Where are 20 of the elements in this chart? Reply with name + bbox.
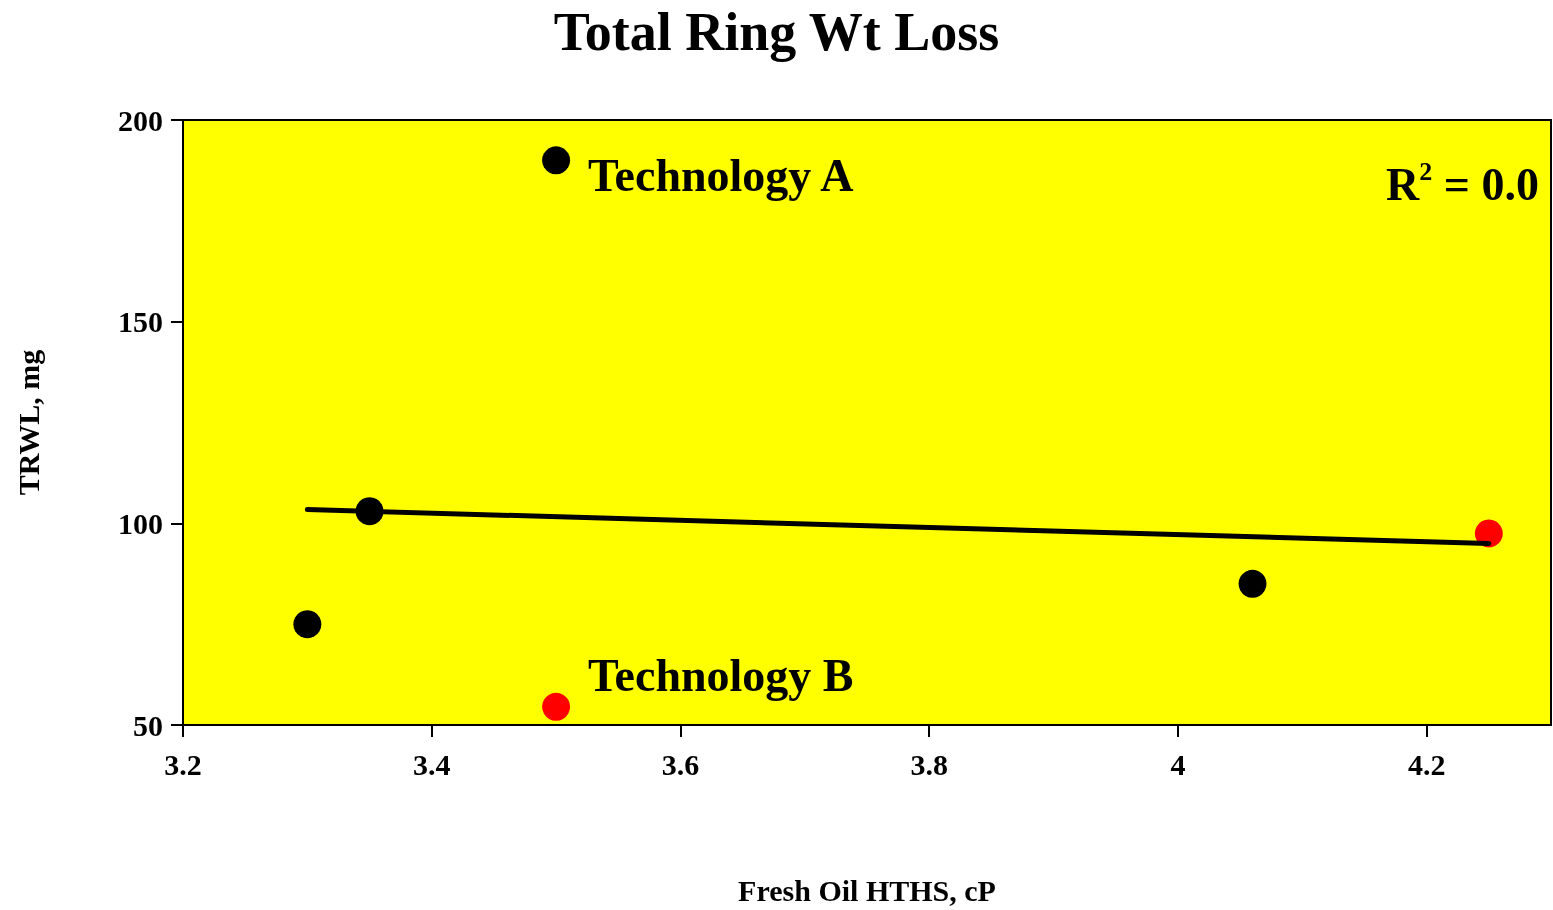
chart-title: Total Ring Wt Loss [553,2,1000,62]
point [1474,519,1503,548]
y-tick-label: 150 [118,305,163,339]
x-axis-title: Fresh Oil HTHS, cP [738,873,996,907]
annotation: Technology A [588,149,854,201]
x-tick-label: 3.4 [412,747,451,781]
y-tick-label: 100 [118,506,163,540]
y-tick-label: 200 [118,103,163,137]
x-tick-label: 3.8 [910,747,948,781]
point [293,610,322,639]
x-tick-label: 4.2 [1407,747,1446,781]
y-tick-label: 50 [133,708,163,742]
annotation: Technology B [588,650,854,702]
x-tick-label: 3.2 [164,747,202,781]
point [1238,569,1267,598]
x-tick-label: 4 [1170,747,1186,781]
y-axis-title: TRWL, mg [11,349,45,496]
point [542,692,571,721]
x-tick-label: 3.6 [661,747,700,781]
point [542,146,571,175]
